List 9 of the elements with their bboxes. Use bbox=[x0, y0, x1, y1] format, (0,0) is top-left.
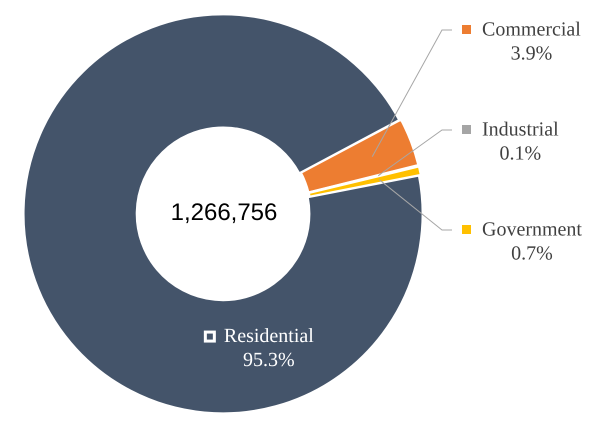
legend-label: Residential bbox=[224, 324, 314, 347]
data-label: 95.3% bbox=[243, 348, 295, 371]
legend-label: Commercial bbox=[482, 18, 582, 40]
data-label: 3.9% bbox=[510, 42, 552, 64]
data-label: 0.1% bbox=[499, 142, 542, 164]
data-label: 0.7% bbox=[511, 242, 553, 264]
legend-label: Government bbox=[482, 218, 582, 240]
text: 1,266,756 bbox=[170, 199, 278, 226]
legend-label: Industrial bbox=[482, 118, 560, 140]
